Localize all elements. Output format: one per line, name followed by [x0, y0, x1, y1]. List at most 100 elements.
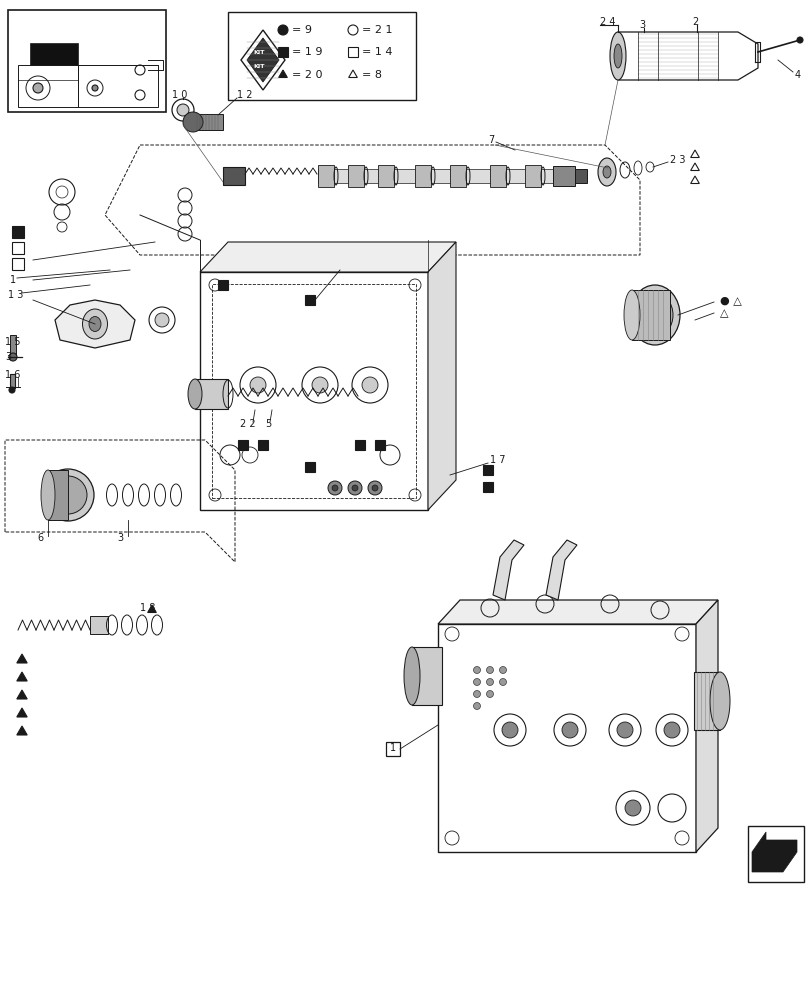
Ellipse shape	[41, 470, 55, 520]
Polygon shape	[492, 540, 523, 600]
Polygon shape	[751, 832, 796, 872]
Text: KIT: KIT	[253, 64, 264, 69]
Bar	[90, 616, 108, 634]
Text: KIT: KIT	[253, 50, 264, 55]
Text: 1 3: 1 3	[8, 290, 24, 300]
Bar	[12, 242, 24, 254]
Text: 4: 4	[794, 70, 800, 80]
Bar	[411, 647, 441, 705]
Circle shape	[371, 485, 378, 491]
Ellipse shape	[629, 285, 679, 345]
Circle shape	[473, 666, 480, 674]
Bar	[318, 165, 333, 187]
Text: 7: 7	[487, 135, 494, 145]
Circle shape	[155, 313, 169, 327]
Bar	[449, 165, 466, 187]
Bar	[238, 440, 247, 450]
Polygon shape	[17, 690, 27, 699]
Bar	[10, 374, 15, 388]
Bar	[217, 280, 228, 290]
Bar	[30, 43, 78, 65]
Ellipse shape	[709, 672, 729, 730]
Circle shape	[332, 485, 337, 491]
Bar	[258, 440, 268, 450]
Bar	[348, 165, 363, 187]
Text: 3: 3	[638, 20, 644, 30]
Bar	[574, 169, 586, 183]
Text: 2 4: 2 4	[599, 17, 615, 27]
Bar	[631, 290, 669, 340]
Circle shape	[796, 37, 802, 43]
Text: △: △	[719, 308, 727, 318]
Text: 1 8: 1 8	[139, 603, 155, 613]
Circle shape	[499, 666, 506, 674]
Circle shape	[9, 353, 17, 361]
Polygon shape	[348, 70, 357, 78]
Polygon shape	[148, 605, 157, 612]
Circle shape	[311, 377, 328, 393]
Ellipse shape	[501, 722, 517, 738]
Text: 1 7: 1 7	[489, 455, 505, 465]
Polygon shape	[427, 242, 456, 510]
Text: 1 0: 1 0	[172, 90, 187, 100]
Bar	[437, 624, 695, 852]
Circle shape	[499, 678, 506, 686]
Text: 2 3: 2 3	[669, 155, 684, 165]
Ellipse shape	[603, 166, 610, 178]
Circle shape	[367, 481, 381, 495]
Polygon shape	[247, 38, 279, 82]
Polygon shape	[690, 163, 698, 171]
Circle shape	[473, 678, 480, 686]
Ellipse shape	[177, 104, 189, 116]
Bar	[693, 672, 719, 730]
Circle shape	[33, 83, 43, 93]
Bar	[552, 166, 574, 186]
Polygon shape	[690, 150, 698, 158]
Ellipse shape	[89, 316, 101, 332]
Polygon shape	[55, 300, 135, 348]
Text: = 2 1: = 2 1	[362, 25, 392, 35]
Polygon shape	[690, 176, 698, 184]
Text: 1: 1	[10, 275, 16, 285]
Ellipse shape	[616, 722, 633, 738]
Bar	[348, 47, 358, 57]
Ellipse shape	[624, 800, 640, 816]
Bar	[747, 826, 803, 882]
Text: = 1 4: = 1 4	[362, 47, 392, 57]
Circle shape	[182, 112, 203, 132]
Bar	[78, 65, 158, 107]
Polygon shape	[200, 242, 456, 272]
Circle shape	[348, 481, 362, 495]
Ellipse shape	[613, 44, 621, 68]
Bar	[318, 169, 552, 183]
Bar	[305, 462, 315, 472]
Circle shape	[362, 377, 378, 393]
Polygon shape	[17, 654, 27, 663]
Ellipse shape	[636, 293, 672, 337]
Text: ● △: ● △	[719, 295, 740, 305]
Circle shape	[277, 25, 288, 35]
Text: = 9: = 9	[292, 25, 311, 35]
Bar	[414, 165, 431, 187]
Bar	[195, 114, 223, 130]
Bar	[195, 379, 228, 409]
Ellipse shape	[561, 722, 577, 738]
Circle shape	[486, 690, 493, 698]
Ellipse shape	[49, 476, 87, 514]
Bar	[200, 272, 427, 510]
Circle shape	[328, 481, 341, 495]
Circle shape	[473, 690, 480, 698]
Bar	[223, 167, 245, 185]
Bar	[525, 165, 540, 187]
Bar	[489, 165, 505, 187]
Ellipse shape	[188, 379, 202, 409]
Bar	[354, 440, 365, 450]
Circle shape	[9, 387, 15, 393]
Ellipse shape	[663, 722, 679, 738]
Text: 3: 3	[117, 533, 123, 543]
Ellipse shape	[83, 309, 107, 339]
Bar	[375, 440, 384, 450]
Polygon shape	[437, 600, 717, 624]
Bar	[378, 165, 393, 187]
Bar	[18, 65, 78, 107]
